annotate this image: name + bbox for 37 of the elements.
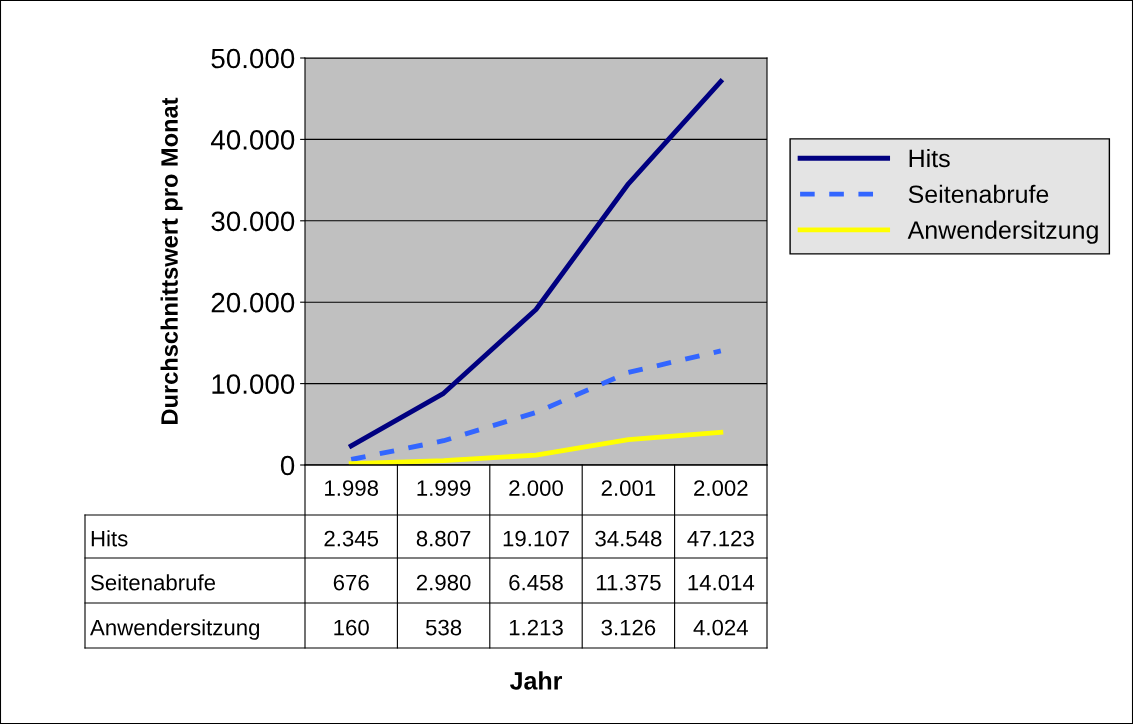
line-series [348, 429, 724, 465]
data-label: 19.107 [503, 530, 569, 547]
x-tick-label: 2.001 [601, 480, 656, 496]
data-label: 47.123 [687, 530, 754, 547]
data-label: 1.213 [509, 619, 563, 636]
x-tick-label: 1.998 [325, 480, 379, 496]
y-tick-label: 30.000 [211, 211, 295, 232]
legend-label: Anwendersitzung [907, 220, 1098, 244]
legend-label: Hits [909, 148, 950, 168]
x-tick-label: 2.002 [694, 480, 748, 496]
data-label: 160 [334, 619, 369, 636]
y-tick-label: 40.000 [210, 130, 295, 150]
data-label: 4.024 [693, 619, 748, 636]
data-label: 2.345 [324, 530, 379, 547]
text: Jahr [509, 671, 563, 690]
data-label: 34.548 [595, 530, 662, 547]
y-tick-label: 20.000 [211, 292, 295, 313]
y-tick-label: 0 [280, 455, 295, 476]
text: Seitenabrufe [91, 574, 216, 591]
x-tick-label: 2.000 [509, 480, 563, 496]
data-label: 11.375 [596, 574, 661, 591]
y-tick-label: 10.000 [212, 374, 295, 394]
data-label: 14.014 [688, 574, 755, 591]
text: Hits [91, 530, 128, 547]
line-series [348, 78, 724, 449]
data-label: 8.807 [416, 530, 471, 547]
legend-label: Seitenabrufe [908, 184, 1049, 204]
y-tick-label: 50.000 [211, 48, 295, 69]
line-series [348, 348, 724, 462]
data-label: 3.126 [601, 619, 656, 636]
text: Anwendersitzung [90, 619, 260, 640]
data-label: 2.980 [416, 574, 471, 591]
data-label: 676 [333, 574, 369, 591]
x-tick-label: 1.999 [417, 480, 471, 496]
data-label: 6.458 [509, 574, 563, 591]
y-axis-title: Durchschnittswert pro Monat [160, 97, 183, 424]
data-label: 538 [425, 619, 462, 636]
